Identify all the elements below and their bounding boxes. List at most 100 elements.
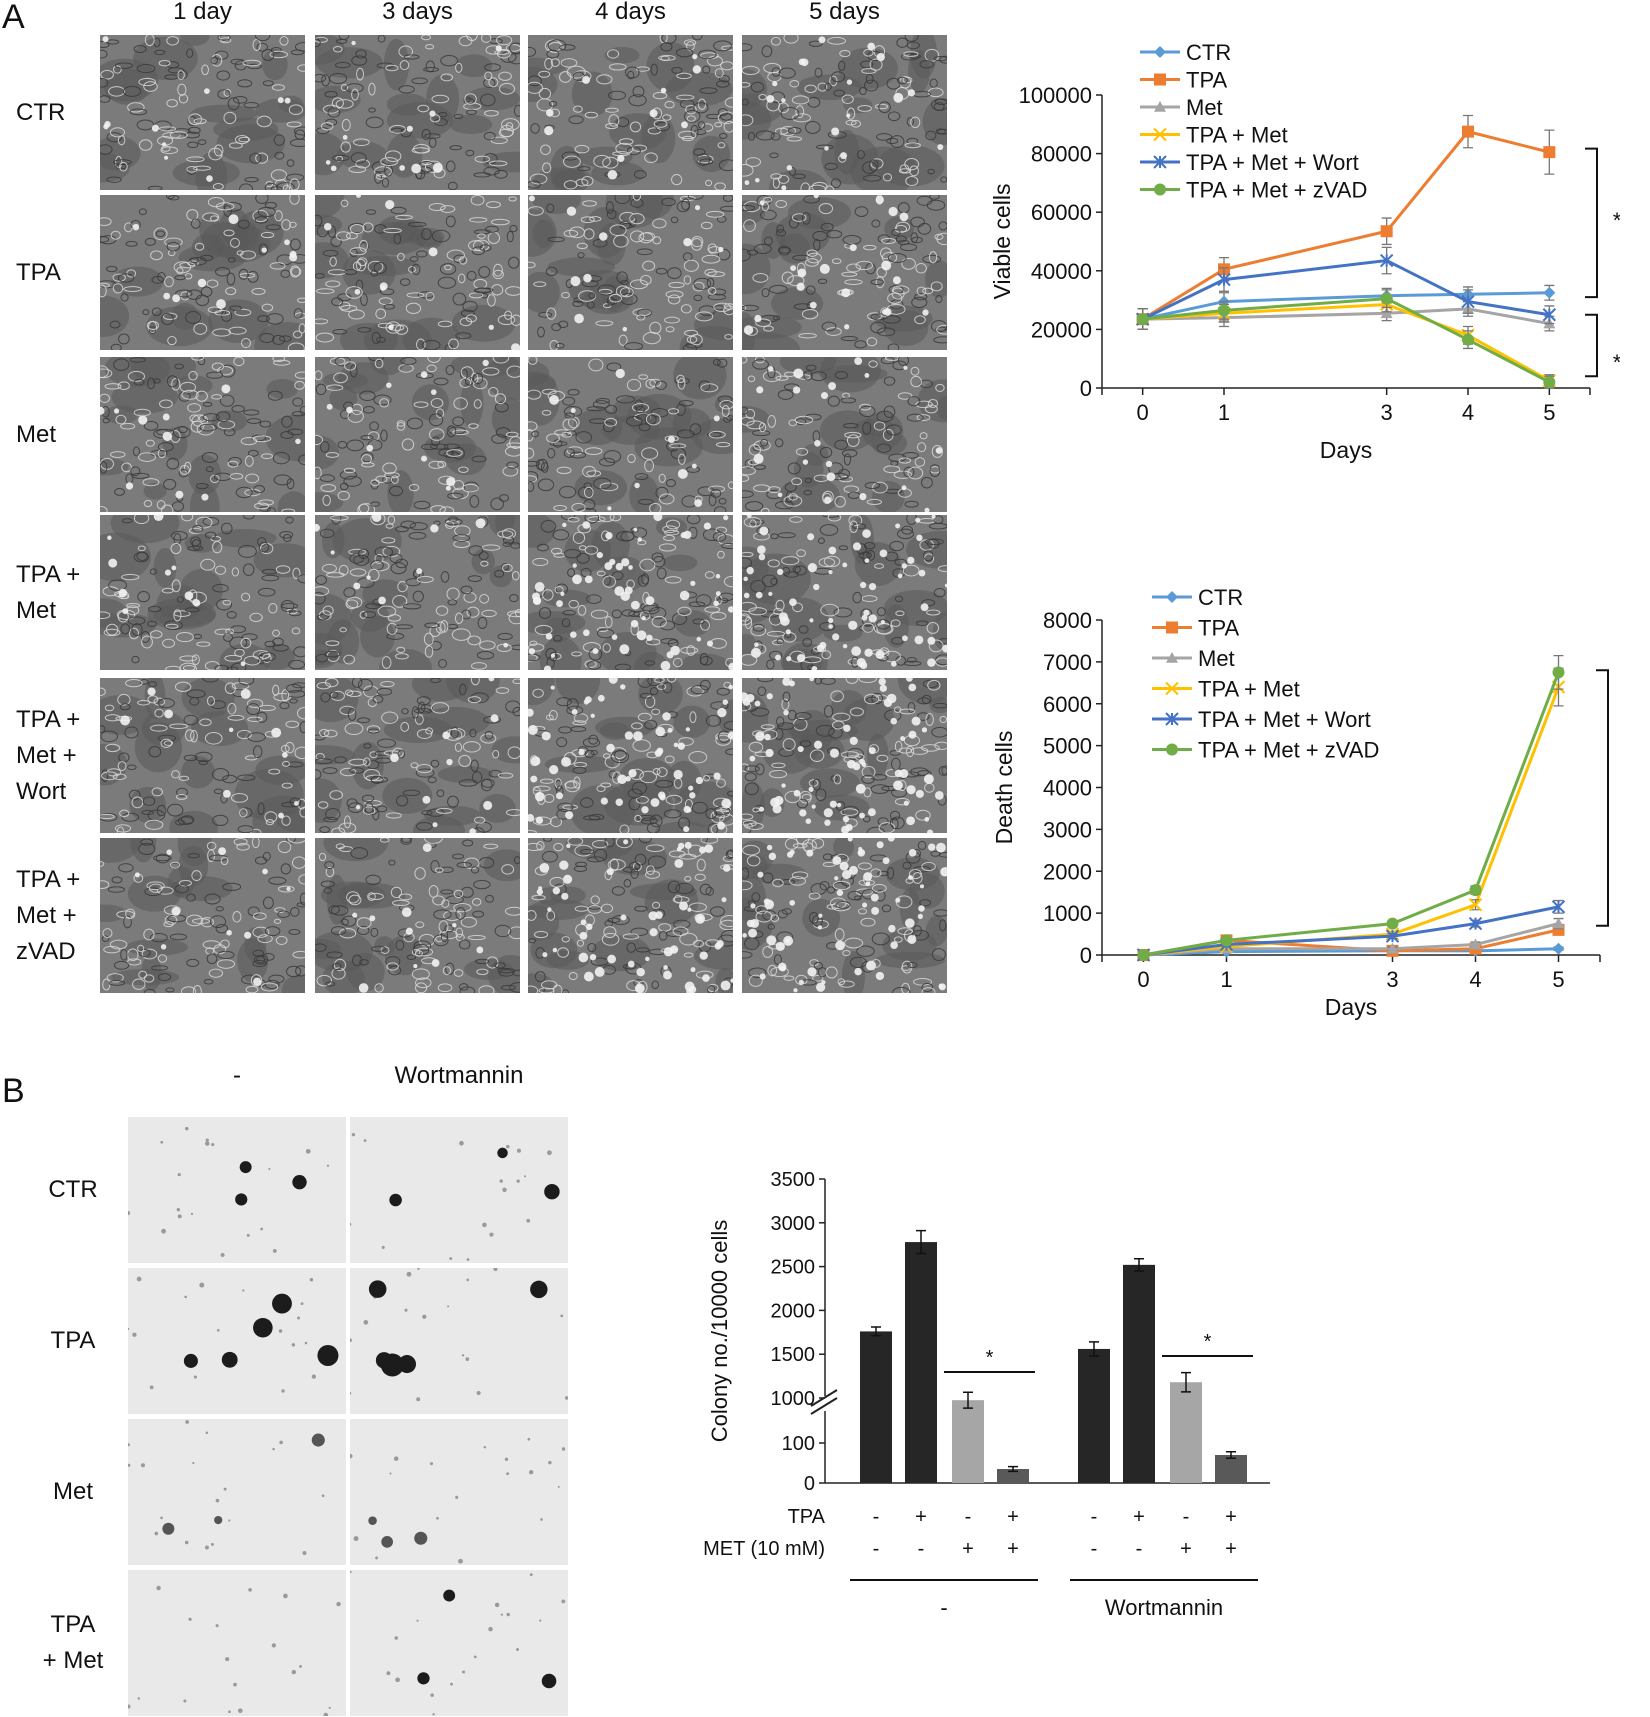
colony-bar-chart: 0 100 1000 1500 2000 2500 3000 3500 Colony no./1… <box>703 1169 1270 1620</box>
micrograph-image <box>315 357 520 512</box>
data-point <box>1386 942 1399 954</box>
y-axis-label: Death cells <box>991 731 1017 845</box>
data-point <box>1220 934 1233 947</box>
legend-entry: TPA + Met <box>1140 123 1288 148</box>
data-point <box>1379 253 1394 268</box>
y-tick-label: 7000 <box>1043 650 1092 675</box>
series-tpa-met-wort <box>1136 899 1566 962</box>
panel-a-row-label: CTR <box>16 98 66 126</box>
y-tick-label: 100000 <box>1019 83 1092 108</box>
panel-a-row-label: TPA + Met <box>16 560 81 624</box>
data-point <box>1380 292 1393 305</box>
data-point <box>1166 743 1178 756</box>
micrograph-image <box>742 357 947 512</box>
bar <box>997 1469 1029 1483</box>
micrograph-image <box>100 195 305 350</box>
legend-label: TPA <box>1186 68 1227 93</box>
panel-a-column-label: 4 days <box>595 0 666 25</box>
legend-label: Met <box>1198 646 1235 671</box>
data-point <box>1552 917 1565 929</box>
legend-entry: TPA <box>1152 616 1239 641</box>
panel-b-column-label: Wortmannin <box>394 1062 524 1089</box>
y-axis-label: Colony no./10000 cells <box>707 1220 732 1443</box>
y-tick-label: 1000 <box>771 1388 816 1410</box>
panel-b-row-label: TPA <box>50 1327 96 1354</box>
micrograph-image <box>315 195 520 350</box>
met-sign: - <box>1136 1538 1143 1560</box>
data-point <box>1385 929 1400 943</box>
data-point <box>1552 666 1565 679</box>
death-cells-chart: 0 1000 2000 3000 4000 5000 6000 7000 8000 0 1 3 4 5 Da… <box>991 585 1609 1020</box>
series-tpa-met <box>1135 296 1557 388</box>
y-tick-label: 2500 <box>771 1257 816 1279</box>
panel-a-column-label: 1 day <box>173 0 232 25</box>
micrograph-image <box>742 678 947 833</box>
micrograph-image <box>742 515 947 670</box>
legend-entry: Met <box>1140 95 1223 120</box>
tpa-sign: + <box>1225 1506 1237 1528</box>
tpa-sign: - <box>965 1506 972 1528</box>
error-bar <box>963 1391 973 1409</box>
viable-cells-chart: 0 20000 40000 60000 80000 100000 0 1 3 4 5 Days Viab… <box>989 40 1620 463</box>
group-label: Wortmannin <box>1105 1595 1223 1620</box>
data-point <box>1543 286 1556 299</box>
colony-image <box>350 1419 568 1565</box>
x-tick-label: 1 <box>1218 400 1230 425</box>
micrograph-image <box>528 357 733 512</box>
micrograph-image <box>100 35 305 190</box>
panel-b-row-label: TPA + Met <box>42 1611 104 1674</box>
legend-label: TPA <box>1198 616 1239 641</box>
legend-entry: TPA + Met + zVAD <box>1152 738 1379 763</box>
error-bar <box>1134 1257 1144 1272</box>
y-tick-label: 0 <box>1080 376 1092 401</box>
micrograph-image <box>742 195 947 350</box>
legend-label: TPA + Met <box>1198 677 1300 702</box>
legend-entry: CTR <box>1140 40 1231 65</box>
data-point <box>1217 272 1231 287</box>
data-point <box>1165 681 1179 696</box>
legend-label: TPA + Met + zVAD <box>1198 738 1379 763</box>
colony-image <box>128 1419 346 1565</box>
panel-b-column-label: - <box>233 1062 241 1089</box>
data-point <box>1380 307 1393 319</box>
legend-label: CTR <box>1186 40 1231 65</box>
error-bar <box>916 1229 926 1255</box>
panel-b-row-label: CTR <box>48 1176 98 1203</box>
data-point <box>1469 938 1482 950</box>
micrograph-image <box>528 195 733 350</box>
y-tick-label: 2000 <box>1043 859 1092 884</box>
met-sign: + <box>1225 1538 1237 1560</box>
x-tick-label: 5 <box>1543 400 1555 425</box>
y-tick-label: 1000 <box>1043 901 1092 926</box>
micrograph-image <box>528 35 733 190</box>
data-point <box>1154 101 1166 112</box>
met-sign: - <box>873 1538 880 1560</box>
data-point <box>1551 900 1566 914</box>
y-tick-label: 0 <box>804 1473 815 1495</box>
bar <box>860 1331 892 1483</box>
x-axis-label: Days <box>1325 994 1377 1020</box>
colony-image <box>128 1117 346 1263</box>
panel-a-row-label: Met <box>16 420 57 448</box>
significance-bracket <box>1596 669 1609 927</box>
series-line <box>1142 259 1550 321</box>
colony-image <box>128 1268 346 1414</box>
y-tick-label: 80000 <box>1031 142 1092 167</box>
legend-entry: TPA + Met + Wort <box>1152 707 1371 732</box>
y-tick-label: 40000 <box>1031 259 1092 284</box>
x-axis-label: Days <box>1320 437 1372 463</box>
legend-label: CTR <box>1198 585 1243 610</box>
x-tick-label: 4 <box>1469 967 1481 992</box>
colony-image <box>350 1268 568 1414</box>
x-tick-label: 3 <box>1386 967 1398 992</box>
met-sign: + <box>962 1538 974 1560</box>
data-point <box>1380 225 1393 238</box>
data-point <box>1166 621 1178 634</box>
legend-entry: TPA + Met + Wort <box>1140 150 1359 175</box>
significance-bracket <box>1585 313 1598 378</box>
legend-entry: TPA <box>1140 68 1227 93</box>
tpa-row-label: TPA <box>788 1506 826 1528</box>
error-bar <box>1226 1451 1236 1459</box>
data-point <box>1543 376 1556 389</box>
micrograph-image <box>100 515 305 670</box>
